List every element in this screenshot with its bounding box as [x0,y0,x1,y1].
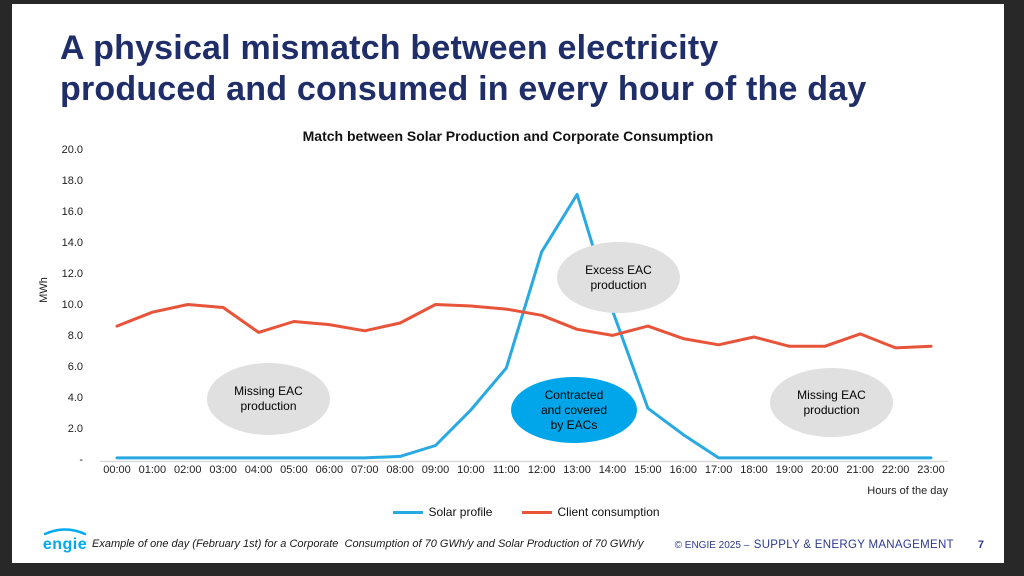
x-tick-label: 08:00 [386,464,414,476]
annotation-line: Missing EAC [797,387,866,402]
annotation-missing-eac-right: Missing EAC production [770,368,893,437]
y-tick-label: 12.0 [61,268,83,280]
y-tick-label: 6.0 [67,361,83,373]
x-tick-label: 15:00 [634,464,662,476]
chart-legend: Solar profile Client consumption [105,505,948,519]
x-tick-label: 23:00 [917,464,945,476]
x-tick-label: 17:00 [704,464,733,476]
x-tick-label: 02:00 [174,464,202,476]
annotation-line: and covered [540,402,608,417]
legend-item: Solar profile [393,505,492,519]
annotation-line: by EACs [550,417,598,432]
annotation-excess-eac: Excess EAC production [557,242,680,313]
x-tick-label: 01:00 [138,464,167,476]
x-tick-label: 03:00 [209,464,237,476]
x-tick-label: 20:00 [811,464,839,476]
y-tick-label: 18.0 [61,175,83,187]
annotation-line: production [240,399,297,413]
legend-label: Solar profile [428,505,493,519]
legend-label: Client consumption [557,505,660,519]
x-tick-label: 12:00 [527,464,556,476]
annotation-line: Contracted [544,387,604,402]
x-tick-label: 06:00 [315,464,344,476]
x-tick-label: 05:00 [280,464,308,476]
chart-title: Match between Solar Production and Corpo… [302,128,714,144]
copyright-main: SUPPLY & ENERGY MANAGEMENT [753,539,954,551]
plot-area [100,192,948,463]
solar-profile-line [115,192,933,460]
copyright-prefix: © ENGIE 2025 – [674,540,750,551]
slide: A physical mismatch between electricity … [12,4,1004,563]
x-tick-label: 11:00 [492,464,520,476]
x-tick-label: 09:00 [421,464,450,476]
copyright: © ENGIE 2025 – SUPPLY & ENERGY MANAGEMEN… [675,535,954,553]
annotation-line: production [590,277,647,292]
y-tick-label: 16.0 [61,206,83,218]
slide-title: A physical mismatch between electricity … [60,28,970,110]
y-tick-label: - [79,454,83,466]
page-number: 7 [977,539,984,551]
legend-swatch [522,510,553,514]
annotation-line: production [803,402,860,417]
y-tick-label: 2.0 [67,423,83,435]
x-tick-label: 14:00 [598,464,627,476]
y-tick-label: 10.0 [61,299,83,311]
annotation-line: Excess EAC [585,262,652,277]
x-tick-label: 10:00 [457,464,485,476]
x-tick-label: 00:00 [103,464,131,476]
y-tick-label: 8.0 [67,330,83,342]
x-tick-label: 13:00 [563,464,591,476]
annotation-line: Missing EAC [234,384,303,398]
client-consumption-line [115,303,933,350]
x-axis-title: Hours of the day [867,485,948,497]
legend-item: Client consumption [522,505,660,519]
x-tick-label: 21:00 [846,464,874,476]
slide-title-line2: produced and consumed in every hour of t… [60,70,867,108]
y-tick-label: 20.0 [61,144,83,156]
x-tick-label: 04:00 [244,464,273,476]
x-tick-label: 22:00 [881,464,910,476]
footer-right: © ENGIE 2025 – SUPPLY & ENERGY MANAGEMEN… [675,535,984,553]
annotation-contracted-covered: Contracted and covered by EACs [511,377,637,443]
x-tick-label: 16:00 [669,464,697,476]
engie-logo: engie [43,528,87,553]
x-tick-label: 19:00 [775,464,804,476]
legend-swatch [393,510,424,514]
annotation-missing-eac-left: Missing EAC production [207,363,330,435]
x-tick-label: 07:00 [350,464,379,476]
engie-logo-text: engie [43,536,87,553]
engie-logo-arc [43,528,87,536]
y-tick-label: 4.0 [67,392,83,404]
y-tick-label: 14.0 [61,237,83,249]
footer-note: Example of one day (February 1st) for a … [92,538,644,550]
slide-title-line1: A physical mismatch between electricity [60,29,719,67]
x-tick-label: 18:00 [740,464,768,476]
